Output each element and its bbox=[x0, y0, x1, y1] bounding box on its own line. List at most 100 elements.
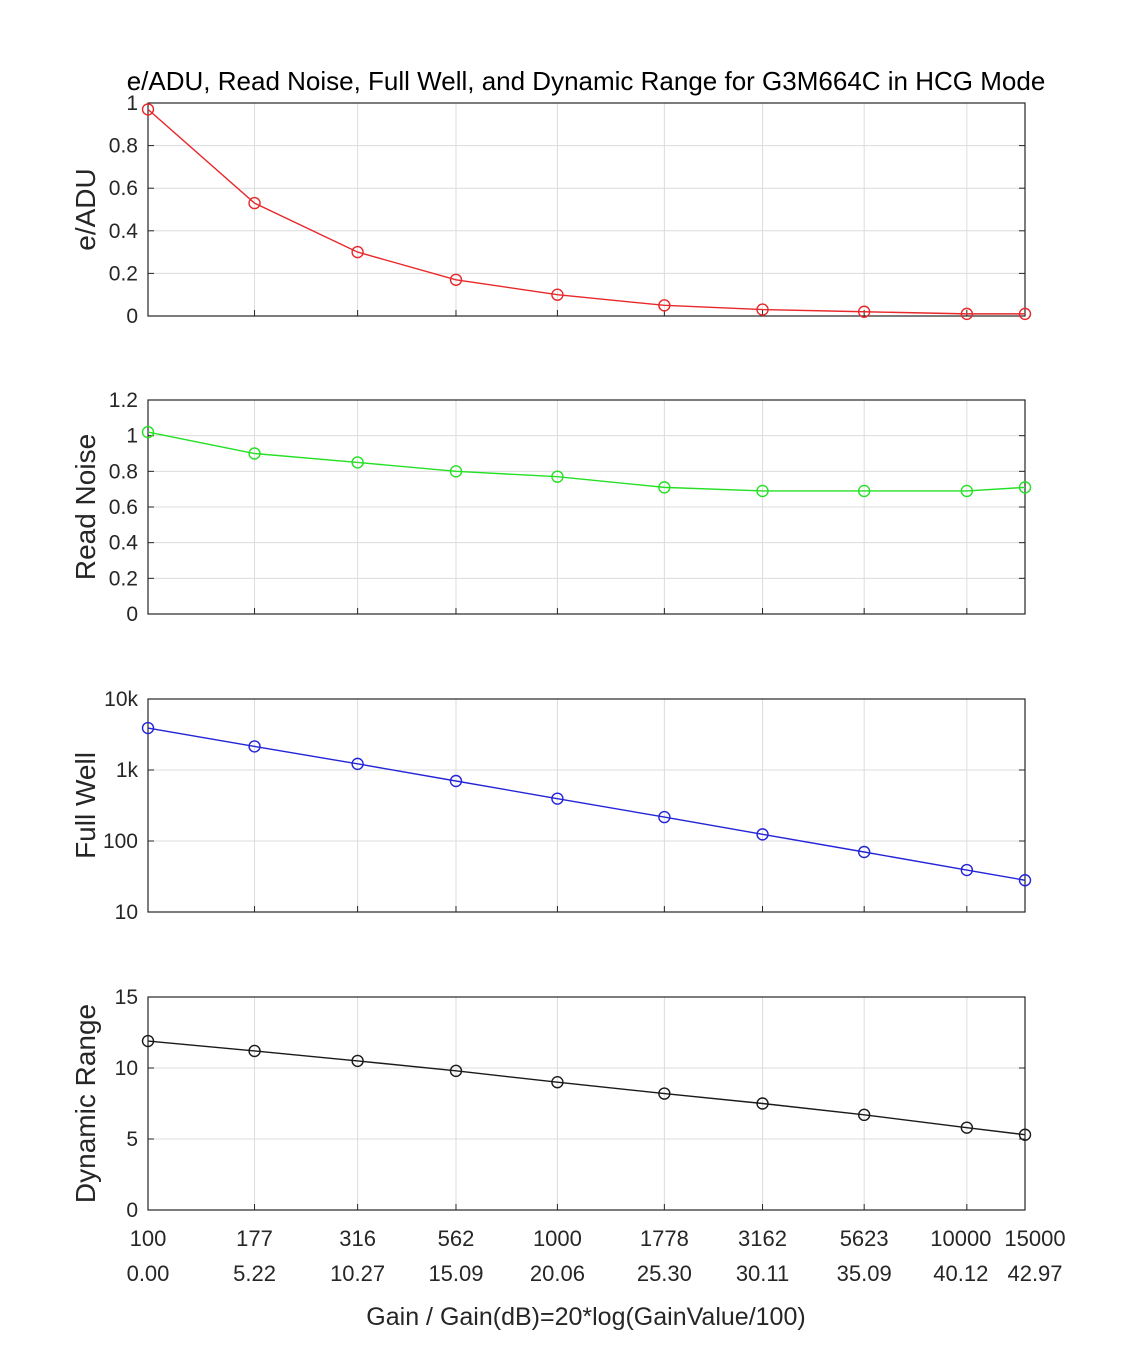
series-line bbox=[147, 727, 1026, 881]
data-point bbox=[351, 245, 364, 259]
data-point bbox=[351, 456, 364, 469]
x-tick-label-gain: 10000 bbox=[930, 1226, 991, 1251]
data-point bbox=[141, 103, 155, 116]
y-tick-label: 0 bbox=[126, 1199, 138, 1222]
data-point bbox=[756, 303, 769, 316]
x-tick-label-gain: 1778 bbox=[640, 1226, 689, 1251]
x-tick-label-gain: 15000 bbox=[1004, 1226, 1065, 1251]
data-point bbox=[551, 288, 564, 301]
y-tick-label: 15 bbox=[115, 986, 138, 1009]
y-tick-label: 10 bbox=[115, 901, 138, 924]
data-point bbox=[551, 470, 564, 483]
x-tick-label-db: 20.06 bbox=[530, 1261, 585, 1286]
y-tick-label: 1.2 bbox=[109, 389, 138, 412]
data-point bbox=[449, 774, 463, 788]
axes-frame bbox=[147, 996, 1026, 1211]
x-tick-label-gain: 3162 bbox=[738, 1226, 787, 1251]
x-tick-label-db: 15.09 bbox=[428, 1261, 483, 1286]
x-tick-label-gain: 5623 bbox=[840, 1226, 889, 1251]
data-point bbox=[449, 465, 463, 478]
data-point bbox=[857, 845, 871, 859]
data-point bbox=[141, 1034, 155, 1048]
data-point bbox=[658, 1087, 671, 1100]
data-point bbox=[248, 196, 261, 210]
x-axis-label: Gain / Gain(dB)=20*log(GainValue/100) bbox=[366, 1303, 805, 1331]
y-tick-label: 10k bbox=[104, 688, 138, 711]
y-tick-label: 0.6 bbox=[109, 177, 138, 200]
data-point bbox=[756, 484, 769, 498]
y-tick-label: 0.8 bbox=[109, 460, 138, 483]
y-tick-label: 1k bbox=[116, 759, 139, 782]
data-point bbox=[960, 863, 974, 877]
x-tick-label-gain: 177 bbox=[236, 1226, 273, 1251]
y-tick-label: 1 bbox=[126, 92, 138, 115]
data-point bbox=[857, 484, 871, 498]
y-tick-label: 0.8 bbox=[109, 135, 138, 158]
subplots: 0 0.2 0.4 0.6 0.8 1 e/ADU 0 0.2 0.4 0.6 0.8 1 1.2 Read… bbox=[70, 92, 1032, 1222]
y-axis-label: Dynamic Range bbox=[70, 1004, 101, 1203]
data-point bbox=[658, 299, 671, 312]
x-tick-label-db: 5.22 bbox=[233, 1261, 276, 1286]
data-point bbox=[248, 740, 261, 753]
y-tick-label: 0.2 bbox=[109, 262, 138, 285]
subplot-1: 0 0.2 0.4 0.6 0.8 1 e/ADU bbox=[70, 92, 1032, 328]
subplot-3: 10 100 1k 10k Full Well bbox=[70, 688, 1032, 924]
y-axis-label: Full Well bbox=[70, 752, 101, 859]
y-tick-label: 0 bbox=[126, 305, 138, 328]
data-point bbox=[658, 481, 671, 494]
data-point bbox=[141, 425, 155, 439]
data-point bbox=[449, 273, 463, 286]
data-point bbox=[449, 1064, 463, 1078]
x-tick-label-gain: 100 bbox=[130, 1226, 167, 1251]
x-tick-label-db: 35.09 bbox=[837, 1261, 892, 1286]
series-line bbox=[147, 1040, 1026, 1136]
y-tick-label: 100 bbox=[103, 830, 138, 853]
y-tick-label: 0.4 bbox=[109, 220, 139, 243]
y-axis-label: Read Noise bbox=[70, 434, 101, 580]
y-tick-label: 5 bbox=[126, 1128, 138, 1151]
data-point bbox=[1018, 307, 1032, 321]
data-point bbox=[756, 828, 769, 841]
x-tick-labels: 100 0.00 177 5.22 316 10.27 562 15.09 1000 20.06 1… bbox=[127, 1226, 1066, 1286]
data-point bbox=[756, 1097, 769, 1110]
x-tick-label-db: 10.27 bbox=[330, 1261, 385, 1286]
series-line bbox=[147, 108, 1025, 315]
axes-frame bbox=[147, 102, 1026, 317]
data-point bbox=[658, 810, 671, 824]
x-tick-label-gain: 316 bbox=[339, 1226, 376, 1251]
data-point bbox=[1018, 1128, 1032, 1141]
y-tick-label: 0 bbox=[126, 603, 138, 626]
subplot-4: 0 5 10 15 Dynamic Range bbox=[70, 986, 1032, 1222]
y-tick-label: 0.4 bbox=[109, 532, 139, 555]
data-point bbox=[960, 307, 974, 321]
data-point bbox=[248, 447, 261, 460]
data-point bbox=[141, 721, 155, 735]
x-tick-label-db: 40.12 bbox=[933, 1261, 988, 1286]
x-tick-label-gain: 1000 bbox=[533, 1226, 582, 1251]
y-tick-label: 0.2 bbox=[109, 567, 138, 590]
data-point bbox=[960, 484, 974, 498]
data-point bbox=[248, 1044, 261, 1058]
y-tick-label: 1 bbox=[126, 425, 138, 448]
data-point bbox=[960, 1121, 974, 1134]
chart-title: e/ADU, Read Noise, Full Well, and Dynami… bbox=[127, 66, 1046, 96]
axes-frame bbox=[147, 698, 1026, 913]
y-tick-label: 10 bbox=[115, 1057, 138, 1080]
axes-frame bbox=[147, 399, 1026, 615]
data-point bbox=[1018, 874, 1032, 887]
y-axis-label: e/ADU bbox=[70, 168, 101, 250]
data-point bbox=[351, 1054, 364, 1068]
series-line bbox=[147, 431, 1026, 492]
x-tick-label-db: 25.30 bbox=[637, 1261, 692, 1286]
x-tick-label-db: 42.97 bbox=[1007, 1261, 1062, 1286]
x-tick-label-db: 0.00 bbox=[127, 1261, 170, 1286]
subplot-2: 0 0.2 0.4 0.6 0.8 1 1.2 Read Noise bbox=[70, 389, 1032, 626]
y-tick-label: 0.6 bbox=[109, 496, 138, 519]
x-tick-label-gain: 562 bbox=[438, 1226, 475, 1251]
data-point bbox=[857, 1108, 871, 1122]
x-tick-label-db: 30.11 bbox=[736, 1261, 789, 1286]
data-point bbox=[1018, 481, 1032, 494]
data-point bbox=[857, 305, 871, 318]
data-point bbox=[551, 1075, 564, 1089]
